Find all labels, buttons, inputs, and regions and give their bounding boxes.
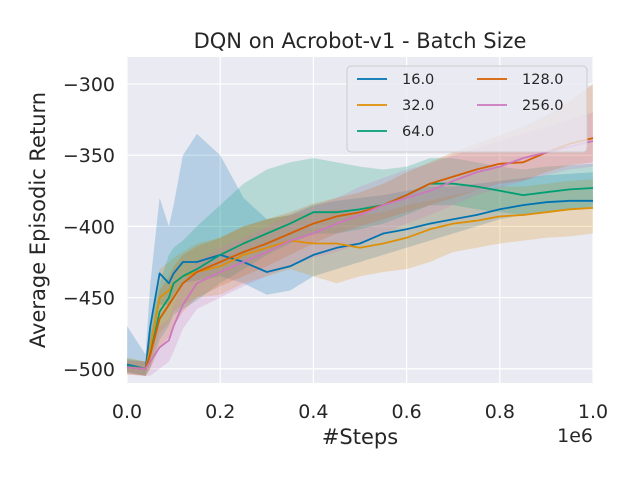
legend-label: 256.0 <box>522 98 564 114</box>
y-tick-label: −400 <box>63 216 115 238</box>
x-tick-label: 1.0 <box>578 401 608 423</box>
y-tick-labels: −500 −450 −400 −350 −300 <box>63 74 115 381</box>
legend-entry-128.0: 128.0 <box>477 72 564 88</box>
band-16.0 <box>127 133 593 376</box>
series-line-32.0 <box>126 207 594 370</box>
series-line-256.0 <box>126 140 594 370</box>
x-tick-label: 0.4 <box>298 401 328 423</box>
band-32.0 <box>127 179 593 376</box>
x-offset-label: 1e6 <box>557 425 593 447</box>
legend-label: 64.0 <box>402 124 434 140</box>
x-tick-labels: 0.0 0.2 0.4 0.6 0.8 1.0 <box>112 401 608 423</box>
series-lines <box>126 137 594 370</box>
confidence-bands <box>127 84 593 376</box>
y-tick-label: −500 <box>63 359 115 381</box>
x-tick-label: 0.6 <box>391 401 421 423</box>
series-line-64.0 <box>126 182 594 370</box>
legend-label: 128.0 <box>522 72 564 88</box>
y-tick-label: −300 <box>63 74 115 96</box>
legend-entry-16.0: 16.0 <box>357 72 434 88</box>
band-64.0 <box>127 158 593 376</box>
y-tick-label: −350 <box>63 145 115 167</box>
series-line-128.0 <box>126 137 594 370</box>
legend-label: 16.0 <box>402 72 434 88</box>
y-axis-label: Average Episodic Return <box>26 92 50 348</box>
band-256.0 <box>127 112 593 376</box>
x-tick-label: 0.2 <box>205 401 235 423</box>
legend-entry-32.0: 32.0 <box>357 98 434 114</box>
x-axis-label: #Steps <box>322 425 398 449</box>
band-128.0 <box>127 84 593 376</box>
x-tick-label: 0.8 <box>485 401 515 423</box>
legend-entry-256.0: 256.0 <box>477 98 564 114</box>
y-tick-label: −450 <box>63 288 115 310</box>
legend-entry-64.0: 64.0 <box>357 124 434 140</box>
x-tick-label: 0.0 <box>112 401 142 423</box>
legend-box <box>346 65 588 153</box>
legend-label: 32.0 <box>402 98 434 114</box>
chart-title: DQN on Acrobot-v1 - Batch Size <box>194 29 527 53</box>
series-line-16.0 <box>126 199 593 370</box>
legend: 16.0 32.0 64.0 128.0 256.0 <box>346 65 588 153</box>
